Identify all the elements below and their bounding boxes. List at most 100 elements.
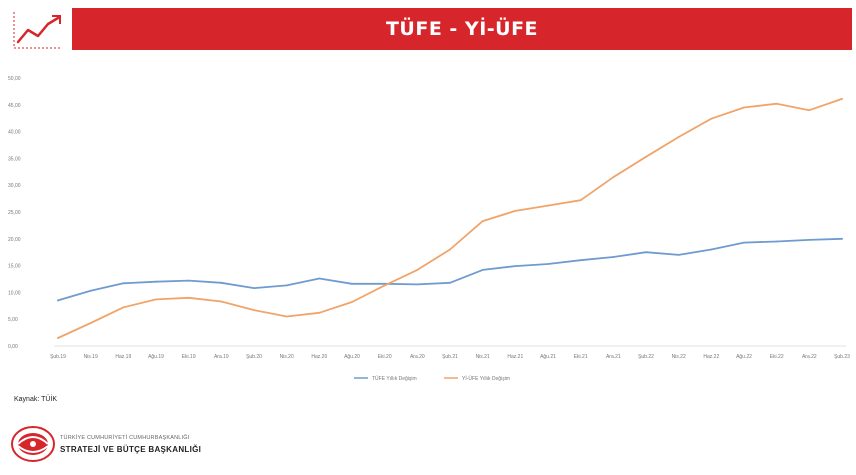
legend-label: Yİ-ÜFE Yıllık Değişim (462, 375, 510, 382)
x-tick-label: Nis.22 (672, 354, 686, 360)
x-tick-label: Şub.22 (638, 354, 654, 360)
x-tick-label: Nis.19 (84, 354, 98, 360)
x-axis: Şub.19 Nis.19 Haz.19 Ağu.19 Eki.19 Ara.19 Şub.… (50, 345, 850, 360)
x-tick-label: Haz.20 (311, 354, 327, 360)
x-tick-label: Nis.21 (476, 354, 490, 360)
data-point (579, 199, 582, 202)
y-tick-label: 5,00 (8, 317, 18, 323)
data-point (547, 204, 549, 207)
source-note: Kaynak: TÜİK (14, 396, 58, 403)
data-point (122, 306, 125, 309)
x-tick-label: Eki.19 (182, 354, 196, 360)
x-tick-label: Ara.20 (410, 354, 425, 360)
data-point (89, 322, 92, 324)
legend: TÜFE Yıllık Değişim Yİ-ÜFE Yıllık Değişim (354, 375, 510, 382)
y-tick-label: 25,00 (8, 210, 21, 216)
series-1 (57, 237, 843, 302)
data-point (547, 263, 549, 265)
y-tick-label: 0,00 (8, 344, 18, 350)
data-point (220, 281, 223, 284)
data-point (775, 102, 778, 105)
data-point (677, 253, 680, 256)
data-point (514, 210, 517, 212)
series-line (57, 237, 843, 302)
x-tick-label: Ağu.21 (540, 354, 556, 360)
x-tick-label: Ağu.20 (344, 354, 360, 360)
data-point (449, 248, 451, 251)
data-point (383, 284, 386, 287)
data-point (155, 298, 157, 301)
x-tick-label: Haz.21 (507, 354, 523, 360)
x-tick-label: Haz.19 (115, 354, 131, 360)
x-tick-label: Şub.19 (50, 354, 66, 360)
y-tick-label: 10,00 (8, 290, 21, 296)
page-title: TÜFE - Yİ-ÜFE (385, 18, 539, 40)
data-point (808, 109, 811, 112)
data-point (187, 279, 190, 282)
y-tick-label: 15,00 (8, 264, 21, 270)
data-point (481, 268, 484, 271)
data-point (89, 289, 92, 292)
y-tick-label: 35,00 (8, 156, 21, 162)
data-point (841, 237, 843, 240)
series-2 (57, 98, 843, 339)
data-point (351, 282, 353, 285)
data-point (710, 117, 713, 120)
x-tick-label: Şub.20 (246, 354, 262, 360)
x-tick-label: Ara.22 (802, 354, 817, 360)
trend-line-icon (6, 8, 66, 52)
y-tick-label: 50,00 (8, 76, 21, 82)
x-tick-label: Şub.23 (834, 354, 850, 360)
x-tick-label: Eki.20 (378, 354, 392, 360)
data-point (579, 259, 582, 262)
data-point (155, 280, 157, 283)
data-point (416, 268, 419, 271)
x-tick-label: Haz.22 (703, 354, 719, 360)
data-point (612, 176, 615, 179)
data-point (841, 98, 843, 100)
data-point (318, 277, 321, 280)
data-point (253, 287, 255, 290)
data-point (612, 256, 615, 258)
data-point (743, 106, 745, 109)
y-axis: 0,00 5,00 10,00 15,00 20,00 25,00 30,00 35,00 40… (8, 76, 21, 350)
logo-line1: TÜRKİYE CUMHURİYETİ CUMHURBAŞKANLIĞI (60, 435, 190, 441)
y-tick-label: 20,00 (8, 237, 21, 243)
sbb-logo: TÜRKİYE CUMHURİYETİ CUMHURBAŞKANLIĞI STR… (10, 424, 201, 464)
x-tick-label: Ağu.19 (148, 354, 164, 360)
legend-label: TÜFE Yıllık Değişim (372, 375, 417, 382)
data-point (775, 240, 778, 243)
x-tick-label: Nis.20 (280, 354, 294, 360)
data-point (449, 281, 451, 284)
x-tick-label: Şub.21 (442, 354, 458, 360)
data-point (57, 299, 59, 302)
x-tick-label: Eki.22 (770, 354, 784, 360)
data-point (285, 315, 288, 318)
data-point (253, 309, 255, 311)
logo-line2: STRATEJİ VE BÜTÇE BAŞKANLIĞI (60, 445, 202, 454)
data-point (416, 283, 419, 286)
data-point (808, 238, 811, 241)
data-point (57, 337, 59, 339)
line-chart: 0,00 5,00 10,00 15,00 20,00 25,00 30,00 35,00 40… (8, 76, 850, 382)
x-tick-label: Ara.19 (214, 354, 229, 360)
data-point (122, 282, 125, 285)
data-point (645, 155, 647, 158)
data-point (481, 220, 484, 223)
data-point (645, 251, 647, 254)
data-point (285, 284, 288, 287)
x-tick-label: Ara.21 (606, 354, 621, 360)
x-tick-label: Eki.21 (574, 354, 588, 360)
series-line (57, 98, 843, 339)
series-layer (57, 98, 843, 339)
data-point (187, 296, 190, 299)
title-banner: TÜFE - Yİ-ÜFE (72, 8, 852, 50)
y-tick-label: 45,00 (8, 103, 21, 109)
data-point (351, 301, 353, 303)
data-point (743, 241, 745, 244)
y-tick-label: 30,00 (8, 183, 21, 189)
sbb-logo-icon (11, 426, 55, 462)
x-tick-label: Ağu.22 (736, 354, 752, 360)
data-point (677, 136, 680, 138)
data-point (318, 311, 321, 314)
